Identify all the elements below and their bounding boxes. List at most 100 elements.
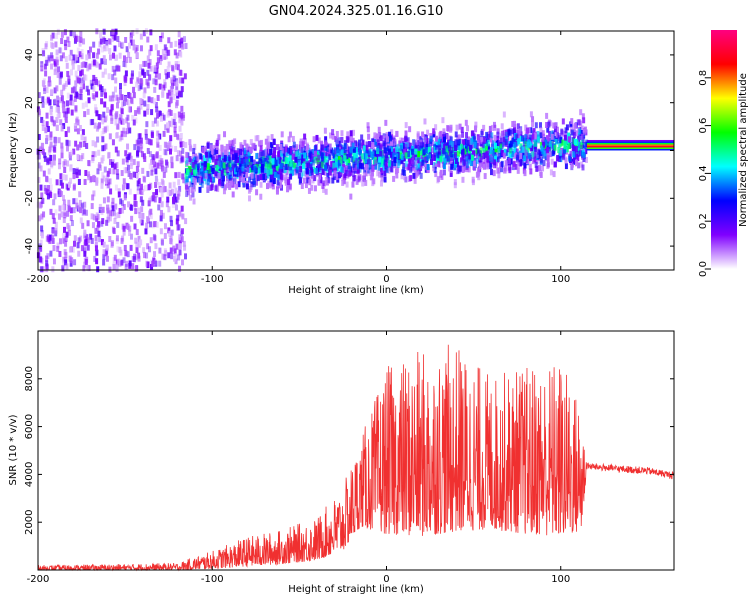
spectrogram-cell: [419, 172, 423, 179]
spectrogram-cell: [124, 264, 128, 271]
spectrogram-cell: [87, 160, 91, 167]
spectrogram-cell: [433, 154, 437, 161]
spectrogram-cell: [238, 176, 242, 183]
spectrogram-cell: [170, 121, 174, 128]
spectrogram-cell: [172, 119, 176, 126]
spectrogram-cell: [378, 156, 382, 163]
spectrogram-cell: [103, 101, 107, 108]
spectrogram-cell: [183, 244, 187, 251]
spectrogram-cell: [170, 64, 174, 71]
spectrogram-cell: [404, 152, 408, 159]
spectrogram-cell: [174, 204, 178, 211]
spectrogram-cell: [311, 159, 315, 166]
spectrogram-cell: [53, 193, 57, 200]
spectrogram-cell: [64, 114, 68, 121]
spectrogram-cell: [103, 58, 107, 65]
spectrogram-cell: [509, 152, 513, 159]
spectrogram-cell: [108, 159, 112, 166]
spectrogram-cell: [443, 157, 447, 164]
spectrogram-cell: [483, 143, 487, 150]
spectrogram-cell: [361, 139, 365, 146]
spectrogram-cell: [40, 197, 44, 204]
spectrogram-cell: [303, 152, 307, 159]
spectrogram-cell: [44, 59, 48, 66]
spectrogram-cell: [112, 228, 116, 235]
spectrogram-cell: [516, 162, 520, 169]
snr-y-axis-label: SNR (10 * v/v): [8, 414, 19, 485]
spectrogram-cell: [75, 116, 79, 123]
spectrogram-cell: [65, 62, 69, 69]
spectrogram-cell: [360, 142, 364, 149]
spectrogram-cell: [130, 70, 134, 77]
spectrogram-cell: [178, 125, 182, 132]
spectrogram-cell: [198, 186, 202, 193]
spectrogram-cell: [326, 164, 330, 171]
spectrogram-cell: [360, 163, 364, 170]
spectrogram-cell: [382, 164, 386, 171]
spectrogram-cell: [344, 169, 348, 176]
spectrogram-cell: [39, 145, 43, 152]
spectrogram-x-tick-label: -200: [27, 274, 50, 285]
spectrogram-cell: [432, 128, 436, 135]
spectrogram-cell: [442, 131, 446, 138]
spectrogram-cell: [176, 215, 180, 222]
spectrogram-cell: [316, 161, 320, 168]
spectrogram-cell: [43, 85, 47, 92]
spectrogram-cell: [252, 142, 256, 149]
spectrogram-cell: [416, 157, 420, 164]
spectrogram-cell: [442, 128, 446, 135]
spectrogram-cell: [222, 162, 226, 169]
spectrogram-cell: [86, 244, 90, 251]
spectrogram-cell: [60, 146, 64, 153]
spectrogram-cell: [303, 145, 307, 152]
spectrogram-cell: [343, 143, 347, 150]
colorbar-tick-label: 0.8: [698, 70, 709, 86]
spectrogram-cell: [343, 146, 347, 153]
spectrogram-cell: [128, 188, 132, 195]
spectrogram-cell: [365, 141, 369, 148]
spectrogram-cell: [160, 238, 164, 245]
spectrogram-cell: [121, 158, 125, 165]
spectrogram-cell: [111, 91, 115, 98]
spectrogram-cell: [240, 152, 244, 159]
spectrogram-cell: [222, 166, 226, 173]
spectrogram-cell: [208, 152, 212, 159]
spectrogram-cell: [154, 71, 158, 78]
spectrogram-cell: [67, 140, 71, 147]
spectrogram-cell: [217, 134, 221, 141]
spectrogram-cell: [78, 199, 82, 206]
spectrogram-cell: [398, 140, 402, 147]
spectrogram-cell: [385, 136, 389, 143]
spectrogram-cell: [318, 173, 322, 180]
spectrogram-cell: [77, 250, 81, 257]
spectrogram-cell: [546, 162, 550, 169]
spectrogram-cell: [508, 157, 512, 164]
spectrogram-cell: [172, 193, 176, 200]
spectrogram-cell: [45, 98, 49, 105]
spectrogram-cell: [91, 157, 95, 164]
spectrogram-cell: [271, 154, 275, 161]
spectrogram-cell: [225, 167, 229, 174]
spectrogram-cell: [164, 69, 168, 76]
spectrogram-cell: [325, 156, 329, 163]
spectrogram-cell: [122, 127, 126, 134]
spectrogram-cell: [304, 182, 308, 189]
spectrogram-cell: [41, 124, 45, 131]
spectrogram-cell: [54, 137, 58, 144]
spectrogram-cell: [167, 142, 171, 149]
spectrogram-cell: [49, 250, 53, 257]
spectrogram-cell: [72, 168, 76, 175]
spectrogram-cell: [316, 158, 320, 165]
spectrogram-cell: [313, 175, 317, 182]
spectrogram-cell: [347, 163, 351, 170]
spectrogram-cell: [69, 30, 73, 37]
spectrogram-cell: [145, 78, 149, 85]
spectrogram-cell: [180, 236, 184, 243]
spectrogram-cell: [363, 158, 367, 165]
spectrogram-cell: [250, 166, 254, 173]
spectrogram-cell: [139, 97, 143, 104]
spectrogram-cell: [54, 98, 58, 105]
spectrogram-cell: [363, 167, 367, 174]
spectrogram-cell: [264, 149, 268, 156]
spectrogram-cell: [142, 92, 146, 99]
